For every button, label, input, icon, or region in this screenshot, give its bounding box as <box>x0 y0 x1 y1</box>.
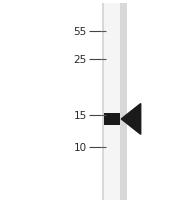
Text: 15: 15 <box>73 110 87 120</box>
Bar <box>102 4 127 200</box>
Text: 55: 55 <box>73 27 87 37</box>
Text: 10: 10 <box>74 142 87 152</box>
Bar <box>104 114 120 125</box>
Bar <box>104 4 120 200</box>
Polygon shape <box>121 104 141 135</box>
Text: 25: 25 <box>73 55 87 65</box>
